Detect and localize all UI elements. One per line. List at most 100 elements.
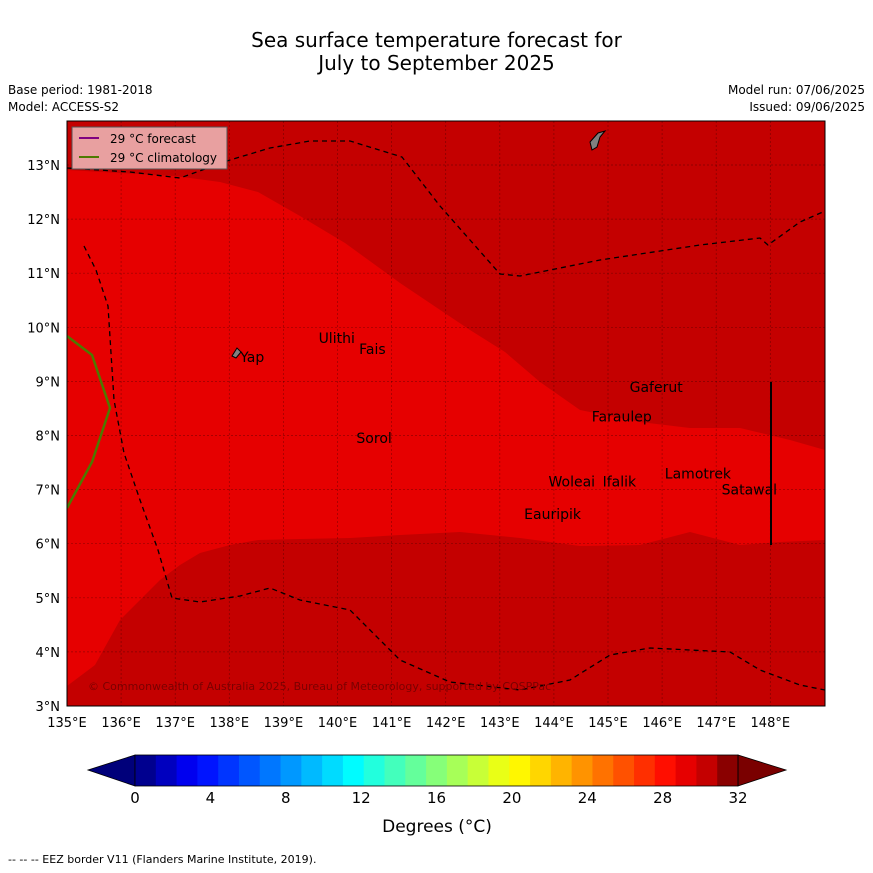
- colorbar-tick-label: 24: [578, 789, 597, 807]
- lon-tick-label: 148°E: [751, 716, 791, 731]
- lat-tick-label: 12°N: [27, 213, 60, 228]
- map-legend: 29 °C forecast 29 °C climatology: [71, 126, 228, 170]
- lon-tick-label: 140°E: [318, 716, 358, 731]
- colorbar-tick-label: 32: [728, 789, 747, 807]
- colorbar-swatch: [155, 755, 178, 786]
- lat-tick-label: 8°N: [36, 430, 61, 445]
- colorbar: [86, 754, 788, 787]
- lat-tick-label: 9°N: [36, 375, 61, 390]
- lon-tick-label: 142°E: [426, 716, 466, 731]
- model-name: Model: ACCESS-S2: [8, 100, 120, 114]
- model-run: Model run: 07/06/2025: [727, 83, 865, 97]
- place-label: Yap: [239, 350, 264, 366]
- lat-tick-label: 6°N: [36, 538, 61, 553]
- colorbar-swatch: [613, 755, 635, 786]
- colorbar-swatch: [135, 755, 157, 786]
- colorbar-swatch: [530, 755, 552, 786]
- colorbar-tick-label: 4: [206, 789, 216, 807]
- lon-tick-label: 141°E: [372, 716, 412, 731]
- colorbar-swatch: [488, 755, 510, 786]
- colorbar-swatch: [654, 755, 677, 786]
- colorbar-swatch: [717, 755, 739, 786]
- colorbar-swatch: [405, 755, 427, 786]
- lon-tick-label: 146°E: [642, 716, 682, 731]
- lon-tick-label: 139°E: [264, 716, 304, 731]
- colorbar-tick-label: 28: [653, 789, 672, 807]
- place-label: Fais: [359, 342, 386, 358]
- lon-tick-label: 143°E: [480, 716, 520, 731]
- lon-tick-label: 138°E: [210, 716, 250, 731]
- colorbar-swatch: [592, 755, 614, 786]
- place-label: Woleai: [548, 474, 595, 490]
- colorbar-under-arrow: [86, 754, 136, 787]
- colorbar-tick-label: 8: [281, 789, 291, 807]
- colorbar-swatch: [342, 755, 365, 786]
- colorbar-swatch: [280, 755, 302, 786]
- title-line-1: Sea surface temperature forecast for: [251, 28, 622, 52]
- lat-tick-label: 5°N: [36, 592, 61, 607]
- colorbar-swatch: [467, 755, 489, 786]
- place-label: Eauripik: [524, 507, 582, 523]
- issued-date: Issued: 09/06/2025: [749, 100, 865, 114]
- colorbar-swatch: [384, 755, 406, 786]
- place-label: Lamotrek: [665, 466, 732, 482]
- title-line-2: July to September 2025: [318, 51, 555, 75]
- lat-tick-label: 3°N: [36, 700, 61, 715]
- colorbar-swatch: [426, 755, 448, 786]
- base-period: Base period: 1981-2018: [8, 83, 153, 97]
- colorbar-swatch: [176, 755, 198, 786]
- colorbar-swatch: [259, 755, 282, 786]
- colorbar-swatch: [571, 755, 593, 786]
- colorbar-swatch: [550, 755, 573, 786]
- map-frame: [66, 120, 826, 707]
- lat-tick-label: 13°N: [27, 159, 60, 174]
- colorbar-swatch: [634, 755, 656, 786]
- colorbar-tick-label: 20: [502, 789, 521, 807]
- lat-tick-labels: 3°N 4°N 5°N 6°N 7°N 8°N 9°N 10°N 11°N 12°N 13°N: [27, 159, 60, 715]
- copyright-watermark: © Commonwealth of Australia 2025, Bureau…: [88, 680, 551, 693]
- colorbar-swatch: [238, 755, 261, 786]
- colorbar-label: Degrees (°C): [382, 817, 492, 837]
- place-label: Ulithi: [319, 331, 355, 347]
- lon-tick-label: 137°E: [155, 716, 195, 731]
- lon-tick-label: 145°E: [588, 716, 628, 731]
- grid-lines: [67, 121, 825, 706]
- lat-tick-label: 10°N: [27, 321, 60, 336]
- colorbar-swatch: [301, 755, 323, 786]
- climatology-29c-line: [67, 335, 112, 509]
- colorbar-swatch: [197, 755, 219, 786]
- colorbar-swatch: [696, 755, 718, 786]
- colorbar-swatch: [218, 755, 240, 786]
- colorbar-swatch: [322, 755, 344, 786]
- colorbar-swatch: [446, 755, 469, 786]
- lon-tick-label: 144°E: [534, 716, 574, 731]
- lon-tick-label: 136°E: [101, 716, 141, 731]
- warm-region: [67, 170, 825, 686]
- colorbar-swatch: [509, 755, 531, 786]
- colorbar-tick-label: 12: [352, 789, 371, 807]
- lon-tick-label: 147°E: [696, 716, 736, 731]
- lat-tick-label: 11°N: [27, 267, 60, 282]
- yap-island: [231, 347, 242, 359]
- colorbar-frame: [134, 754, 739, 787]
- place-label: Faraulep: [592, 410, 652, 426]
- colorbar-swatch: [363, 755, 386, 786]
- lon-tick-labels: 135°E 136°E 137°E 138°E 139°E 140°E 141°E 142°E…: [47, 716, 790, 731]
- place-label: Sorol: [356, 431, 391, 447]
- lat-tick-label: 4°N: [36, 646, 61, 661]
- legend-box: [71, 126, 228, 170]
- eez-border-west: [83, 245, 825, 691]
- lat-tick-label: 7°N: [36, 484, 61, 499]
- legend-forecast-label: 29 °C forecast: [110, 132, 196, 146]
- place-label: Gaferut: [630, 380, 684, 396]
- guam-island: [589, 130, 607, 151]
- colorbar-swatch: [675, 755, 697, 786]
- place-label: Satawal: [722, 483, 777, 499]
- legend-climatology-label: 29 °C climatology: [110, 151, 217, 165]
- colorbar-tick-labels: 0 4 8 12 16 20 24 28 32: [130, 789, 747, 807]
- place-label: Ifalik: [603, 474, 637, 490]
- colorbar-over-arrow: [737, 754, 788, 787]
